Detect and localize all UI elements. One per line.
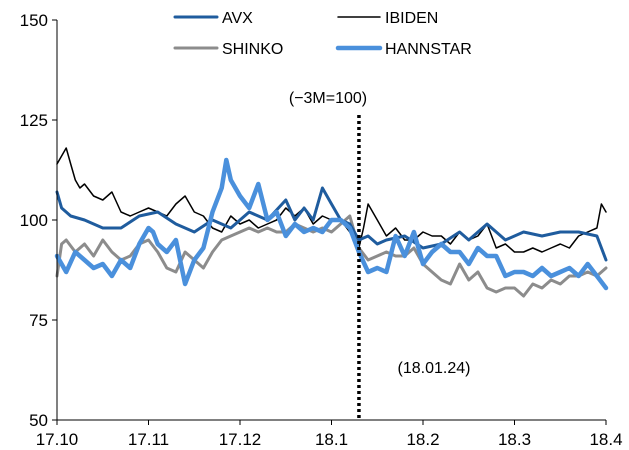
x-tick-label: 18.4 xyxy=(589,430,622,449)
axes: 50 75 100 125 150 17.10 17.11 17.12 18.1 18.2 18.3… xyxy=(20,11,623,449)
x-tick-label: 17.11 xyxy=(128,430,169,449)
y-tick-label: 50 xyxy=(29,411,48,430)
series-line-shinko xyxy=(55,214,608,298)
x-tick-label: 18.1 xyxy=(315,430,348,449)
legend-label-shinko: SHINKO xyxy=(222,41,283,58)
x-tick-label: 17.12 xyxy=(219,430,262,449)
event-date-label: (18.01.24) xyxy=(398,360,471,377)
base-label: (−3M=100) xyxy=(289,90,367,107)
legend-label-hannstar: HANNSTAR xyxy=(385,41,472,58)
y-tick-label: 150 xyxy=(20,11,48,30)
legend-label-avx: AVX xyxy=(222,10,253,27)
x-tick-label: 17.10 xyxy=(36,430,79,449)
y-tick-label: 75 xyxy=(29,311,48,330)
annotations: (−3M=100) (18.01.24) xyxy=(289,90,471,377)
x-tick-label: 18.3 xyxy=(498,430,531,449)
series-line-hannstar xyxy=(54,157,609,291)
y-tick-label: 125 xyxy=(20,111,48,130)
legend-label-ibiden: IBIDEN xyxy=(385,10,438,27)
series-line-avx xyxy=(55,186,608,262)
legend: AVX IBIDEN SHINKO HANNSTAR xyxy=(173,10,472,58)
plot-lines xyxy=(54,147,609,298)
series-line-ibiden xyxy=(56,147,607,253)
x-tick-label: 18.2 xyxy=(406,430,439,449)
y-tick-label: 100 xyxy=(20,211,48,230)
